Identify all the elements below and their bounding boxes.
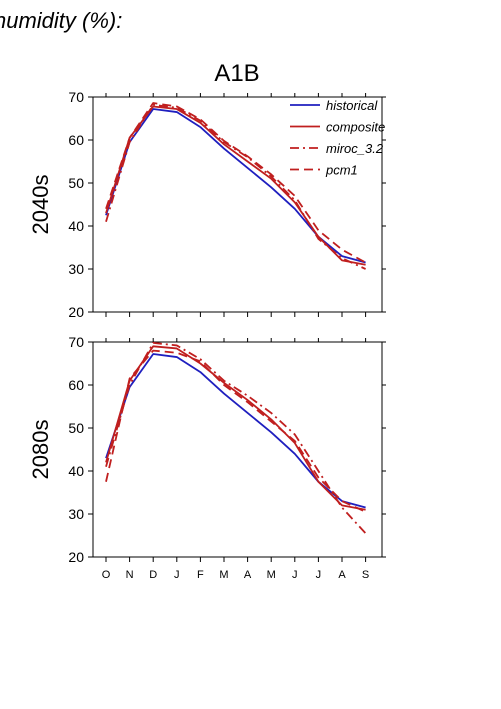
x-tick-label: A <box>338 569 346 581</box>
y-tick-label: 60 <box>68 132 84 148</box>
series-line-pcm1 <box>105 102 367 264</box>
series-line-composite <box>105 345 366 511</box>
legend: historical composite miroc_3.2 pcm1 <box>290 98 385 178</box>
chart-panels: 20 30 40 50 60 70 2040s historical composite miro… <box>28 89 386 581</box>
y-tick-label: 50 <box>68 175 84 191</box>
x-tick-label: J <box>292 569 298 581</box>
plot-frame <box>92 96 383 313</box>
x-tick-label: M <box>219 569 228 581</box>
legend-label: historical <box>326 98 378 113</box>
x-tick-label: N <box>126 569 134 581</box>
y-tick-label: 40 <box>68 218 84 234</box>
figure-title: A1B <box>214 60 259 87</box>
panel-2: 20 30 40 50 60 70 O N D J F M A M J J A S 2080s <box>28 334 386 581</box>
x-tick-label: S <box>362 569 369 581</box>
y-tick-label: 50 <box>68 420 84 436</box>
legend-label: miroc_3.2 <box>326 141 384 156</box>
x-tick-label: O <box>102 569 111 581</box>
y-tick-label: 40 <box>68 463 84 479</box>
y-tick-label: 20 <box>68 549 84 565</box>
series-line-pcm1 <box>105 349 366 513</box>
y-axis-label: 2080s <box>28 420 53 480</box>
x-tick-label: J <box>316 569 322 581</box>
x-tick-label: J <box>174 569 180 581</box>
x-tick-label: F <box>197 569 204 581</box>
y-tick-label: 70 <box>68 334 84 350</box>
legend-label: pcm1 <box>325 163 358 178</box>
plot-frame <box>92 341 383 558</box>
y-tick-label: 30 <box>68 506 84 522</box>
x-tick-label: M <box>267 569 276 581</box>
y-tick-label: 20 <box>68 304 84 320</box>
header-text: humidity (%): <box>0 8 122 33</box>
y-tick-label: 30 <box>68 261 84 277</box>
series-line-miroc-3-2 <box>105 341 367 534</box>
y-tick-label: 60 <box>68 377 84 393</box>
x-tick-label: D <box>149 569 157 581</box>
x-tick-label: A <box>244 569 252 581</box>
y-tick-label: 70 <box>68 89 84 105</box>
y-axis-label: 2040s <box>28 175 53 235</box>
legend-label: composite <box>326 120 385 135</box>
panel-1: 20 30 40 50 60 70 2040s historical composite miro… <box>28 89 386 320</box>
